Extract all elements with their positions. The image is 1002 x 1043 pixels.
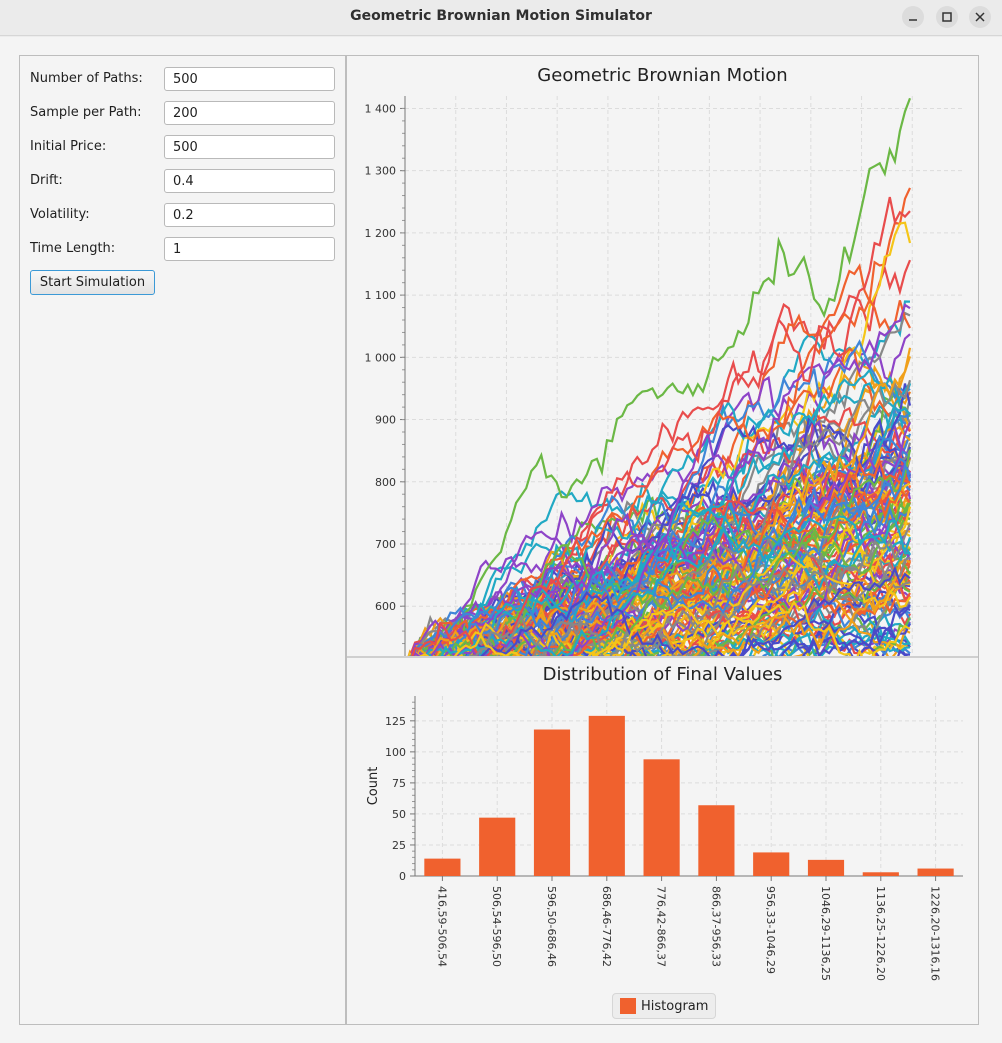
x-tick-label: 686,46-776,42 <box>600 886 613 967</box>
x-tick-label: 1226,20-1316,16 <box>929 886 942 981</box>
gbm-path-line <box>424 297 911 656</box>
gbm-line-chart: 1 400 1 300 1 200 1 100 1 000 900 800 700 600 <box>365 96 963 656</box>
x-tick-label: 506,54-596,50 <box>490 886 503 967</box>
x-tick-label: 1046,29-1136,25 <box>819 886 832 981</box>
histogram-legend: Histogram <box>612 993 717 1019</box>
y-tick-label: 0 <box>399 870 406 883</box>
x-tick-label: 776,42-866,37 <box>655 886 668 967</box>
number-of-paths-input[interactable] <box>164 67 335 91</box>
gbm-path-line <box>418 421 912 656</box>
y-tick-label: 1 300 <box>365 165 397 178</box>
x-tick-label: 596,50-686,46 <box>545 886 558 967</box>
chart-divider <box>347 656 978 658</box>
histogram-bar <box>753 852 790 876</box>
legend-label: Histogram <box>641 998 709 1014</box>
histogram-bar <box>533 729 571 876</box>
gbm-path-line <box>411 196 911 656</box>
field-time-length: Time Length: <box>30 237 335 261</box>
histogram-bar <box>424 858 461 876</box>
gbm-path-line <box>472 457 911 656</box>
y-tick-label: 1 400 <box>365 102 397 115</box>
initial-price-input[interactable] <box>164 135 335 159</box>
gbm-path-line <box>468 556 911 656</box>
field-volatility: Volatility: <box>30 203 335 227</box>
gbm-path-line <box>408 97 912 656</box>
legend-swatch <box>620 998 636 1014</box>
gbm-path-line <box>408 541 911 656</box>
x-tick-label: 956,33-1046,29 <box>764 886 777 974</box>
start-simulation-button[interactable]: Start Simulation <box>30 270 155 295</box>
gbm-path-line <box>419 605 911 656</box>
gbm-path-line <box>629 629 908 656</box>
histogram-bar <box>698 805 735 876</box>
histogram-bar <box>917 868 954 876</box>
y-axis-label: Count <box>366 767 381 806</box>
histogram-bar <box>862 872 899 876</box>
gbm-path-line <box>500 558 911 656</box>
field-label: Time Length: <box>30 241 116 256</box>
close-icon <box>975 12 985 22</box>
charts-panel: Geometric Brownian Motion 1 400 1 300 1 20… <box>346 55 979 1025</box>
y-tick-label: 900 <box>375 414 396 427</box>
histogram-bar-chart: 0 25 50 75 100 125 Count 416,59-506,54 506,54-59… <box>366 696 963 981</box>
volatility-input[interactable] <box>164 203 335 227</box>
gbm-path-line <box>480 565 911 656</box>
gbm-path-line <box>528 600 911 656</box>
gbm-chart-title: Geometric Brownian Motion <box>537 65 788 86</box>
maximize-icon <box>942 12 952 22</box>
field-label: Drift: <box>30 173 63 188</box>
y-tick-label: 100 <box>385 746 406 759</box>
maximize-button[interactable] <box>936 6 958 28</box>
field-label: Number of Paths: <box>30 71 143 86</box>
sample-per-path-input[interactable] <box>164 101 335 125</box>
time-length-input[interactable] <box>164 237 335 261</box>
gbm-path-line <box>412 462 911 656</box>
x-tick-label: 866,37-956,33 <box>709 886 722 967</box>
drift-input[interactable] <box>164 169 335 193</box>
y-tick-label: 1 100 <box>365 289 397 302</box>
y-tick-label: 600 <box>375 600 396 613</box>
y-tick-label: 25 <box>392 839 406 852</box>
gbm-path-line <box>453 599 911 656</box>
title-bar: Geometric Brownian Motion Simulator <box>0 0 1002 36</box>
histogram-chart-title: Distribution of Final Values <box>542 664 783 685</box>
parameters-panel: Number of Paths: Sample per Path: Initia… <box>19 55 346 1025</box>
gbm-path-line <box>453 606 911 656</box>
field-label: Sample per Path: <box>30 105 142 120</box>
minimize-icon <box>909 19 917 21</box>
y-tick-label: 800 <box>375 476 396 489</box>
field-label: Volatility: <box>30 207 90 222</box>
gbm-series-group <box>407 97 912 656</box>
field-initial-price: Initial Price: <box>30 135 335 159</box>
field-sample-per-path: Sample per Path: <box>30 101 335 125</box>
field-label: Initial Price: <box>30 139 107 154</box>
y-tick-label: 75 <box>392 777 406 790</box>
close-button[interactable] <box>969 6 991 28</box>
gbm-path-line <box>505 546 911 656</box>
field-number-of-paths: Number of Paths: <box>30 67 335 91</box>
x-tick-label: 416,59-506,54 <box>435 886 448 967</box>
y-tick-label: 1 200 <box>365 227 397 240</box>
minimize-button[interactable] <box>902 6 924 28</box>
gbm-path-line <box>437 449 912 656</box>
histogram-bar <box>643 759 680 876</box>
y-tick-label: 125 <box>385 715 406 728</box>
gbm-path-line <box>817 621 911 656</box>
histogram-bar <box>588 715 625 876</box>
x-tick-label: 1136,25-1226,20 <box>874 886 887 981</box>
field-drift: Drift: <box>30 169 335 193</box>
y-tick-label: 50 <box>392 808 406 821</box>
y-tick-label: 1 000 <box>365 351 397 364</box>
gbm-path-line <box>412 544 911 656</box>
histogram-bar <box>807 859 845 876</box>
window-title: Geometric Brownian Motion Simulator <box>350 8 652 24</box>
histogram-bar <box>479 817 516 876</box>
y-tick-label: 700 <box>375 538 396 551</box>
window-content: Number of Paths: Sample per Path: Initia… <box>0 37 1002 1043</box>
